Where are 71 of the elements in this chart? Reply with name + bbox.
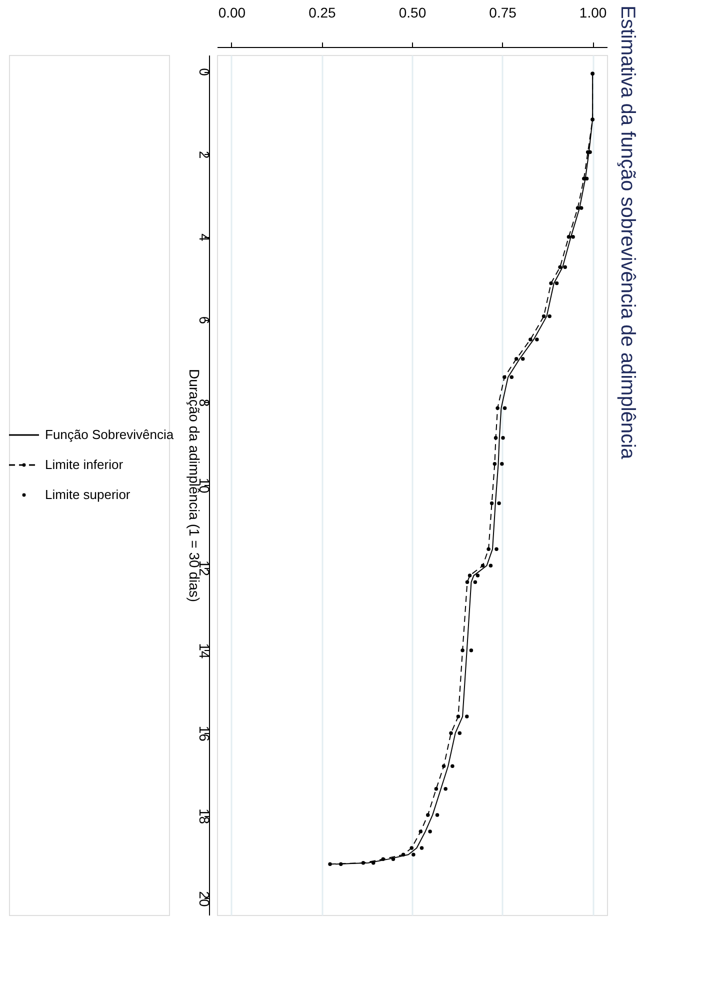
point — [486, 547, 490, 551]
point — [428, 830, 432, 834]
y-tick-label: 2 — [196, 150, 212, 159]
point — [480, 564, 485, 568]
point — [563, 265, 567, 269]
point — [473, 580, 478, 584]
point — [500, 462, 504, 466]
point — [468, 574, 472, 578]
point — [490, 501, 494, 506]
point — [465, 580, 470, 584]
point — [566, 235, 571, 239]
point — [412, 852, 416, 856]
point — [558, 265, 562, 269]
point — [510, 375, 514, 379]
x-tick-label: 0.75 — [489, 4, 517, 20]
point — [476, 574, 480, 578]
point — [434, 787, 438, 791]
point — [426, 813, 430, 817]
point — [371, 861, 376, 865]
point — [548, 314, 552, 318]
point — [465, 714, 469, 718]
point — [571, 235, 575, 239]
point — [542, 314, 546, 318]
point — [444, 787, 448, 791]
x-tick-label: 0.25 — [308, 4, 336, 20]
y-tick-label: 16 — [196, 726, 212, 742]
point — [361, 861, 366, 865]
point — [418, 830, 423, 834]
point — [496, 406, 500, 410]
point — [469, 648, 474, 652]
point — [458, 731, 462, 735]
point — [494, 547, 498, 551]
point — [338, 862, 343, 866]
point — [488, 564, 493, 568]
point — [502, 375, 506, 379]
x-tick-label: 0.50 — [398, 4, 426, 20]
y-tick-label: 14 — [196, 643, 212, 659]
point — [381, 857, 385, 862]
x-tick-label: 0.00 — [218, 4, 246, 20]
point — [410, 846, 414, 850]
point — [460, 648, 464, 652]
point — [456, 714, 460, 718]
legend-label: Função Sobrevivência — [45, 427, 174, 442]
point — [420, 846, 424, 850]
point — [514, 357, 518, 361]
point — [579, 206, 584, 210]
text: Estimativa da função sobrevivência de adimplência — [616, 6, 638, 460]
point — [535, 338, 539, 342]
x-tick-label: 1.00 — [579, 4, 607, 20]
point — [401, 852, 406, 856]
point — [328, 862, 332, 866]
legend-label: Limite superior — [45, 487, 131, 502]
point — [492, 462, 497, 466]
point — [502, 406, 507, 410]
point — [435, 813, 440, 817]
point — [520, 357, 525, 361]
legend-label: Limite inferior — [45, 457, 124, 472]
point — [449, 731, 453, 735]
point — [442, 764, 446, 768]
point — [501, 436, 505, 440]
y-tick-label: 0 — [196, 68, 212, 76]
y-tick-label: 20 — [196, 891, 212, 907]
y-tick-label: 18 — [196, 808, 212, 824]
point — [554, 281, 559, 286]
point — [576, 206, 580, 210]
point — [549, 281, 553, 286]
point — [497, 501, 501, 506]
point — [494, 436, 498, 440]
point — [391, 857, 396, 862]
point — [528, 338, 532, 342]
point — [450, 764, 454, 768]
